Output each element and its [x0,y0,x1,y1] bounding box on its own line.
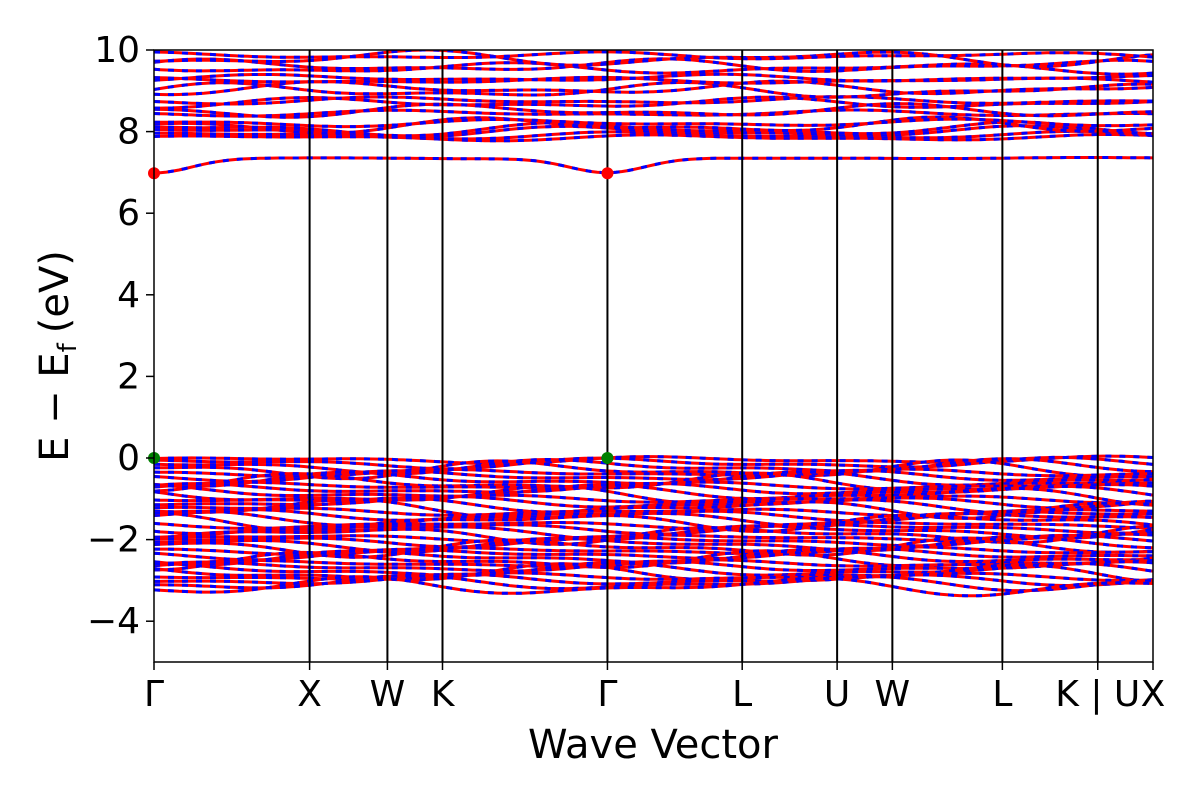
band-line-red [154,484,1153,507]
band-line-red [154,533,1153,549]
band-line-red [154,468,1153,484]
band-line-red [154,117,1153,129]
x-tick-label: Γ [144,674,164,715]
band-line-red [154,50,1153,61]
band-line-red [154,562,1153,584]
band-line-red [154,575,1153,598]
band-line-red [154,72,1153,83]
x-tick-label: X [297,674,322,715]
x-axis-label: Wave Vector [528,722,779,768]
y-tick-label: 0 [117,438,140,479]
band-line-red [154,156,1153,175]
band-line-red [154,497,1153,520]
y-tick-label: −4 [87,601,140,642]
y-tick-label: 8 [117,112,140,153]
x-tick-label: W [370,674,406,715]
x-tick-label: K [431,674,456,715]
band-line-red [154,95,1153,110]
y-axis-label-main: E − E [32,352,78,462]
extremum-marker [601,167,614,180]
x-tick-label: U [824,674,850,715]
x-tick-label: X [1141,674,1166,715]
x-tick-label: Γ [597,674,617,715]
band-line-red [154,61,1153,76]
y-axis-label: E − Ef (eV) [32,250,83,462]
band-line-red [154,574,1153,593]
x-tick-label: W [875,674,911,715]
bands-layer [154,50,1153,598]
y-tick-label: 4 [117,275,140,316]
band-line-red [154,120,1153,138]
band-line-red [154,102,1153,119]
extremum-marker [601,452,614,464]
band-line-red [154,108,1153,118]
x-tick-label: L [992,674,1012,715]
x-tick-label: L [732,674,752,715]
band-line-red [154,95,1153,106]
y-tick-label: 10 [94,30,140,71]
band-line-red [154,133,1153,143]
y-axis-label-unit: (eV) [32,250,78,333]
band-line-red [154,50,1153,69]
x-tick-label: K | U [1055,674,1140,715]
plot-frame [153,49,1154,663]
band-line-red [154,509,1153,528]
y-tick-label: 2 [117,356,140,397]
y-tick-label: 6 [117,193,140,234]
band-line-red [154,457,1153,476]
extrema-markers [148,167,614,464]
high-symmetry-lines [308,50,1099,662]
y-axis-label-subscript: f [53,342,83,352]
y-axis-ticks: −4 −2 0 2 4 6 8 10 [87,30,154,642]
band-line-red [154,546,1153,562]
y-tick-label: −2 [87,520,140,561]
band-line-red [154,561,1153,578]
